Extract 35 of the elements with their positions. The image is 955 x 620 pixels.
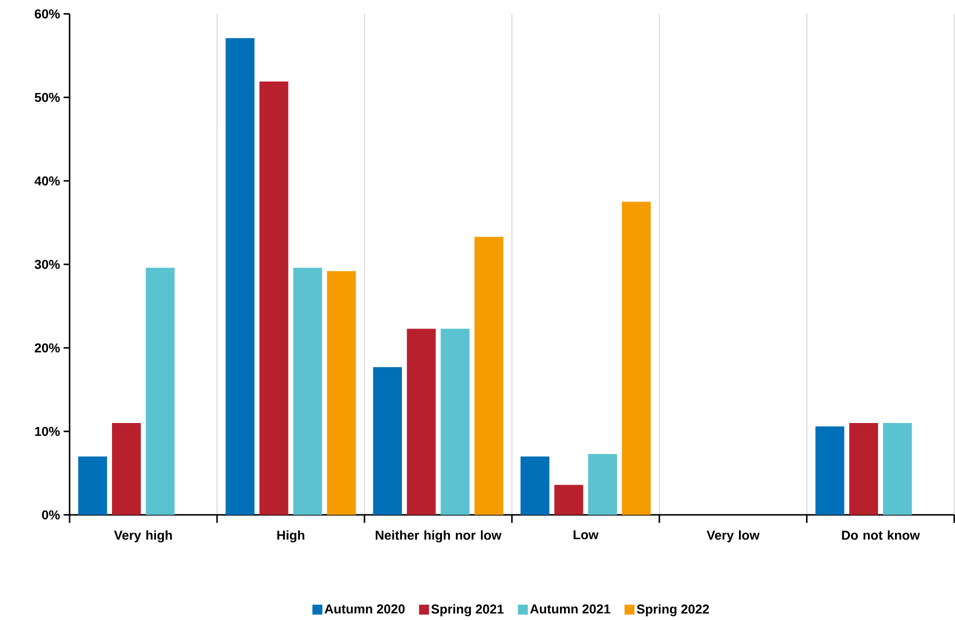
bar [259,81,288,515]
bar [440,328,470,515]
bar [112,422,141,515]
x-tick-label: High [277,530,304,542]
legend-label: Spring 2022 [636,604,709,616]
bar [406,328,436,515]
x-tick-label: Neither high nor low [376,530,502,542]
y-tick-label: 60% [34,9,60,18]
y-tick-label: 40% [34,176,60,186]
x-tick-label: Low [574,530,599,540]
y-tick-label: 50% [34,92,60,102]
bar [78,456,108,515]
x-tick-label: Do not know [842,530,920,540]
x-tick-label: Very high [114,530,172,542]
bar [146,268,175,515]
bar [373,366,402,515]
legend-label: Spring 2021 [431,604,504,616]
y-tick-label: 10% [35,426,60,436]
bar [554,484,584,515]
x-tick-label: Very low [706,530,760,542]
legend-label: Autumn 2020 [324,604,405,614]
legend-label: Autumn 2021 [530,604,610,614]
bar [327,270,356,515]
bar [815,426,844,515]
y-tick-label: 20% [34,343,60,352]
bar [622,202,651,515]
y-tick-label: 0% [42,510,60,520]
bar [588,454,617,515]
bar [520,456,550,515]
bar [474,236,504,515]
bar [883,422,912,515]
y-tick-label: 30% [34,260,60,269]
bar [849,422,878,515]
bar [226,38,254,515]
bar [293,268,322,515]
